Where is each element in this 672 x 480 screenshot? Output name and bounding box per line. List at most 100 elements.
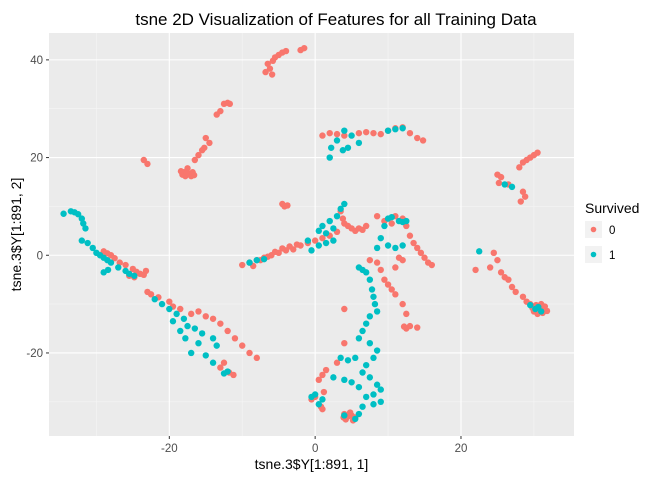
point-survived-1 xyxy=(74,211,82,218)
point-survived-0 xyxy=(246,349,253,357)
point-survived-0 xyxy=(311,237,319,244)
point-survived-0 xyxy=(284,202,291,209)
point-survived-0 xyxy=(392,291,399,298)
legend-swatch-1 xyxy=(590,251,597,258)
point-survived-1 xyxy=(187,349,195,357)
y-tick-label: -20 xyxy=(26,348,43,360)
point-survived-1 xyxy=(344,357,352,364)
point-survived-1 xyxy=(377,234,384,242)
point-survived-0 xyxy=(142,267,150,275)
point-survived-1 xyxy=(352,415,359,423)
point-survived-1 xyxy=(352,354,359,362)
point-survived-1 xyxy=(366,276,374,283)
point-survived-1 xyxy=(366,313,374,320)
point-survived-1 xyxy=(213,342,220,349)
point-survived-1 xyxy=(355,383,363,391)
point-survived-0 xyxy=(400,323,408,330)
point-survived-0 xyxy=(384,281,392,288)
y-tick-label: 40 xyxy=(30,55,43,67)
point-survived-1 xyxy=(333,212,341,220)
point-survived-0 xyxy=(195,308,202,315)
point-survived-1 xyxy=(377,398,384,406)
point-survived-0 xyxy=(388,286,395,293)
point-survived-1 xyxy=(337,205,344,213)
point-survived-0 xyxy=(206,139,213,147)
point-survived-0 xyxy=(341,132,348,139)
point-survived-0 xyxy=(230,371,237,379)
point-survived-1 xyxy=(315,401,322,408)
point-survived-0 xyxy=(319,234,326,242)
point-survived-1 xyxy=(370,401,377,408)
point-survived-1 xyxy=(322,230,330,237)
point-survived-0 xyxy=(505,276,512,283)
point-survived-0 xyxy=(322,366,330,374)
point-survived-0 xyxy=(269,57,277,65)
data-points xyxy=(60,44,551,424)
point-survived-0 xyxy=(333,130,341,138)
point-survived-0 xyxy=(213,111,220,118)
point-survived-0 xyxy=(266,65,274,72)
y-axis-ticks: -20 0 20 40 xyxy=(26,55,49,360)
point-survived-1 xyxy=(330,225,337,232)
point-survived-1 xyxy=(384,242,392,249)
point-survived-0 xyxy=(472,266,479,274)
point-survived-0 xyxy=(377,130,384,138)
point-survived-0 xyxy=(517,198,524,205)
point-survived-0 xyxy=(217,320,224,327)
x-axis-title: tsne.3$Y[1:891, 1] xyxy=(255,456,369,472)
point-survived-1 xyxy=(381,222,388,230)
point-survived-1 xyxy=(341,412,348,419)
point-survived-1 xyxy=(322,239,330,247)
point-survived-1 xyxy=(392,244,399,252)
point-survived-0 xyxy=(516,164,523,171)
point-survived-0 xyxy=(521,193,529,200)
point-survived-0 xyxy=(264,60,271,67)
point-survived-0 xyxy=(490,249,497,257)
point-survived-0 xyxy=(414,134,421,142)
point-survived-1 xyxy=(359,403,366,410)
point-survived-1 xyxy=(341,376,348,384)
y-tick-label: 20 xyxy=(30,153,43,165)
point-survived-1 xyxy=(373,381,381,388)
point-survived-1 xyxy=(308,393,315,401)
point-survived-1 xyxy=(330,374,337,381)
point-survived-1 xyxy=(107,259,115,266)
point-survived-0 xyxy=(224,327,231,335)
point-survived-0 xyxy=(144,160,151,168)
point-survived-1 xyxy=(319,396,326,403)
point-survived-0 xyxy=(497,173,505,181)
point-survived-0 xyxy=(177,305,184,313)
x-tick-label: -20 xyxy=(161,443,178,455)
point-survived-1 xyxy=(198,330,206,337)
point-survived-1 xyxy=(326,217,333,225)
point-survived-0 xyxy=(202,134,209,142)
legend-label-1: 1 xyxy=(609,250,615,262)
point-survived-1 xyxy=(370,391,377,398)
point-survived-0 xyxy=(293,241,301,248)
point-survived-0 xyxy=(190,171,198,179)
point-survived-0 xyxy=(177,168,185,175)
point-survived-0 xyxy=(315,376,322,384)
point-survived-1 xyxy=(209,335,217,342)
point-survived-1 xyxy=(366,339,374,347)
point-survived-0 xyxy=(419,137,427,144)
point-survived-1 xyxy=(373,308,381,315)
point-survived-1 xyxy=(126,270,133,278)
point-survived-1 xyxy=(399,242,406,249)
point-survived-1 xyxy=(392,126,399,133)
point-survived-1 xyxy=(535,303,542,311)
chart-title: tsne 2D Visualization of Features for al… xyxy=(135,10,537,29)
point-survived-0 xyxy=(147,291,155,298)
point-survived-1 xyxy=(373,244,381,252)
point-survived-1 xyxy=(191,325,199,332)
point-survived-1 xyxy=(304,237,312,244)
point-survived-1 xyxy=(173,310,180,318)
point-survived-0 xyxy=(226,100,234,108)
legend: Survived 0 1 xyxy=(585,200,639,263)
point-survived-0 xyxy=(319,371,326,379)
point-survived-0 xyxy=(392,264,399,271)
point-survived-0 xyxy=(198,147,206,154)
point-survived-0 xyxy=(122,261,129,269)
point-survived-0 xyxy=(373,212,381,220)
